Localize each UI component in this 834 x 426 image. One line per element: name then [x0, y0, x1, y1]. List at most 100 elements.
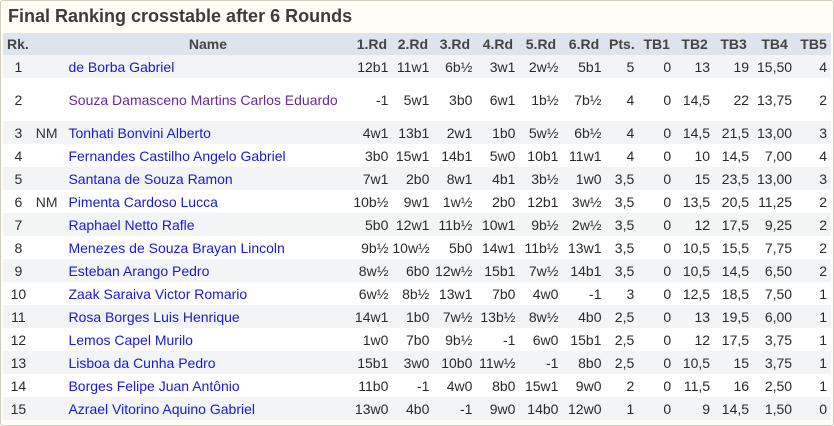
title-cell	[33, 305, 65, 328]
player-name-link[interactable]: Santana de Souza Ramon	[64, 167, 352, 190]
round-result-cell: 4b0	[562, 305, 606, 328]
round-result-cell: 11w1	[562, 144, 606, 167]
round-result-cell: 4b1	[476, 167, 520, 190]
tiebreak-cell: 0	[638, 259, 676, 282]
round-result-cell: 10w1	[476, 213, 520, 236]
round-result-cell: 5w1	[392, 78, 434, 121]
tiebreak-cell: 7,75	[753, 236, 797, 259]
crosstable: Rk. Name 1.Rd 2.Rd 3.Rd 4.Rd 5.Rd 6.Rd P…	[3, 33, 831, 420]
title-cell	[33, 259, 65, 282]
title-cell	[33, 351, 65, 374]
player-name-link[interactable]: Lisboa da Cunha Pedro	[64, 351, 352, 374]
rank-cell: 14	[3, 374, 34, 397]
round-result-cell: 3b0	[351, 144, 393, 167]
page-title: Final Ranking crosstable after 6 Rounds	[8, 6, 353, 26]
round-result-cell: 1w½	[433, 190, 477, 213]
title-cell	[33, 167, 65, 190]
round-result-cell: 4w0	[433, 374, 477, 397]
player-name-link[interactable]: Menezes de Souza Brayan Lincoln	[64, 236, 352, 259]
player-name-link[interactable]: Lemos Capel Murilo	[64, 328, 352, 351]
tiebreak-cell: 15,5	[714, 236, 754, 259]
player-name-link[interactable]: Azrael Vitorino Aquino Gabriel	[64, 397, 352, 420]
round-result-cell: 12b1	[519, 190, 563, 213]
round-result-cell: 15b1	[562, 328, 606, 351]
table-row: 7 Raphael Netto Rafle 5b0 12w1 11b½ 10w1 9b½ 2w…	[3, 213, 831, 236]
tiebreak-cell: 0	[638, 351, 676, 374]
round-result-cell: 9w0	[476, 397, 520, 420]
tiebreak-cell: 10,5	[675, 236, 715, 259]
round-result-cell: 15w1	[519, 374, 563, 397]
tiebreak-cell: 2,50	[753, 374, 797, 397]
player-name-link[interactable]: Esteban Arango Pedro	[64, 259, 352, 282]
round-result-cell: 11b0	[351, 374, 393, 397]
rank-cell: 4	[3, 144, 34, 167]
round-result-cell: 5w0	[476, 144, 520, 167]
header-row: Rk. Name 1.Rd 2.Rd 3.Rd 4.Rd 5.Rd 6.Rd P…	[3, 33, 831, 55]
header-tb5: TB5	[796, 33, 831, 55]
tiebreak-cell: 0	[796, 397, 831, 420]
tiebreak-cell: 10	[675, 144, 715, 167]
round-result-cell: -1	[476, 328, 520, 351]
round-result-cell: 10b0	[433, 351, 477, 374]
round-result-cell: 6w0	[519, 328, 563, 351]
player-name-link[interactable]: Fernandes Castilho Angelo Gabriel	[64, 144, 352, 167]
tiebreak-cell: 13,75	[753, 78, 797, 121]
player-name-link[interactable]: Borges Felipe Juan Antônio	[64, 374, 352, 397]
round-result-cell: 6w½	[351, 282, 393, 305]
player-name-link[interactable]: Pimenta Cardoso Lucca	[64, 190, 352, 213]
points-cell: 3,5	[605, 167, 639, 190]
tiebreak-cell: 12	[675, 213, 715, 236]
points-cell: 3,5	[605, 190, 639, 213]
tiebreak-cell: 3	[796, 167, 831, 190]
round-result-cell: 5w½	[519, 121, 563, 144]
player-name-link[interactable]: de Borba Gabriel	[64, 55, 352, 78]
tiebreak-cell: 1	[796, 351, 831, 374]
rank-cell: 6	[3, 190, 34, 213]
round-result-cell: 6b½	[433, 55, 477, 78]
round-result-cell: 7w½	[433, 305, 477, 328]
title-cell	[33, 236, 65, 259]
header-tb1: TB1	[638, 33, 676, 55]
tiebreak-cell: 15	[714, 351, 754, 374]
player-name-link[interactable]: Zaak Saraiva Victor Romario	[64, 282, 352, 305]
tiebreak-cell: 18,5	[714, 282, 754, 305]
tiebreak-cell: 17,5	[714, 328, 754, 351]
tiebreak-cell: 1	[796, 282, 831, 305]
tiebreak-cell: 13	[675, 305, 715, 328]
table-row: 3 NM Tonhati Bonvini Alberto 4w1 13b1 2w1 1b0 5…	[3, 121, 831, 144]
tiebreak-cell: 1	[796, 328, 831, 351]
tiebreak-cell: 14,5	[675, 121, 715, 144]
round-result-cell: 6w1	[476, 78, 520, 121]
header-tb4: TB4	[753, 33, 797, 55]
tiebreak-cell: 13	[675, 55, 715, 78]
player-name-link[interactable]: Souza Damasceno Martins Carlos Eduardo	[64, 78, 352, 121]
header-round-2: 2.Rd	[392, 33, 434, 55]
round-result-cell: 7b½	[562, 78, 606, 121]
title-cell	[33, 78, 65, 121]
tiebreak-cell: 12	[675, 328, 715, 351]
tiebreak-cell: 13,5	[675, 190, 715, 213]
player-name-link[interactable]: Raphael Netto Rafle	[64, 213, 352, 236]
round-result-cell: 9w1	[392, 190, 434, 213]
tiebreak-cell: 11,5	[675, 374, 715, 397]
rank-cell: 12	[3, 328, 34, 351]
table-row: 9 Esteban Arango Pedro 8w½ 6b0 12w½ 15b1 7w½ 14…	[3, 259, 831, 282]
player-name-link[interactable]: Tonhati Bonvini Alberto	[64, 121, 352, 144]
points-cell: 2,5	[605, 351, 639, 374]
points-cell: 3	[605, 282, 639, 305]
rank-cell: 2	[3, 78, 34, 121]
tiebreak-cell: 19,5	[714, 305, 754, 328]
player-name-link[interactable]: Rosa Borges Luis Henrique	[64, 305, 352, 328]
round-result-cell: 3b0	[433, 78, 477, 121]
round-result-cell: 14w1	[476, 236, 520, 259]
points-cell: 2,5	[605, 328, 639, 351]
round-result-cell: -1	[519, 351, 563, 374]
rank-cell: 9	[3, 259, 34, 282]
tiebreak-cell: 19	[714, 55, 754, 78]
round-result-cell: 15b1	[476, 259, 520, 282]
round-result-cell: 3w0	[392, 351, 434, 374]
title-cell	[33, 374, 65, 397]
tiebreak-cell: 11,25	[753, 190, 797, 213]
tiebreak-cell: 15	[675, 167, 715, 190]
